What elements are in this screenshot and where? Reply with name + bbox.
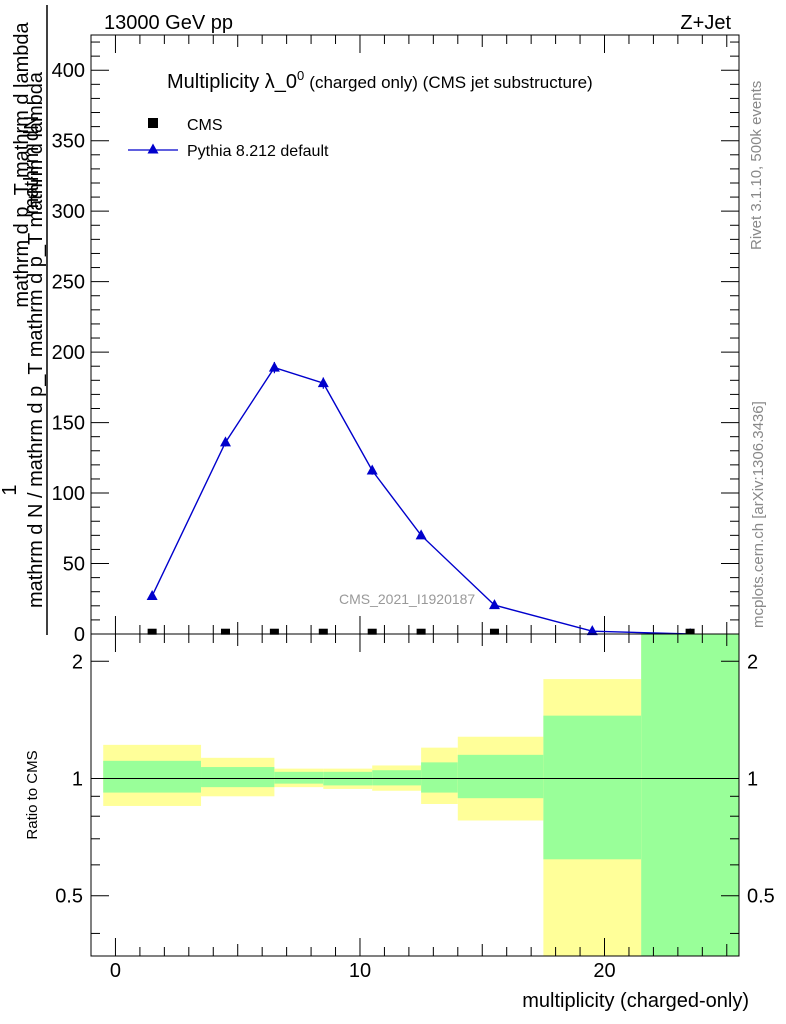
legend-pythia-label: Pythia 8.212 default xyxy=(187,143,329,160)
ratio-y-axis: 0.5 0.5 1 1 2 2 xyxy=(55,651,775,934)
ratio-band-inner xyxy=(201,767,275,788)
ratio-ytick-label: 2 xyxy=(72,651,83,673)
legend-pythia-marker xyxy=(147,143,159,154)
main-ytick-label: 100 xyxy=(52,483,85,505)
cms-point xyxy=(269,628,279,635)
ratio-band-inner xyxy=(103,760,202,793)
ratio-ytick-label: 0.5 xyxy=(55,886,83,908)
pythia-point xyxy=(146,589,158,600)
rivet-label: Rivet 3.1.10, 500k events xyxy=(748,81,765,250)
main-x-ticks xyxy=(90,35,728,634)
ratio-panel-frame xyxy=(90,633,740,957)
main-title: Multiplicity λ_00 (charged only) (CMS jet… xyxy=(167,68,593,93)
ratio-xtick-label: 0 xyxy=(110,960,121,982)
ratio-ytick-label-right: 2 xyxy=(747,651,758,673)
watermark: CMS_2021_I1920187 xyxy=(339,591,475,607)
ratio-ytick-label-right: 1 xyxy=(747,768,758,790)
ratio-band-inner xyxy=(641,634,739,956)
main-ytick-label: 350 xyxy=(52,131,85,153)
ylabel-prefix-numerator: 1 xyxy=(0,484,21,495)
cms-series xyxy=(147,628,695,635)
pythia-point xyxy=(488,599,500,610)
ratio-band-inner xyxy=(457,754,544,799)
process-label: Z+Jet xyxy=(680,12,731,34)
main-y-label: mathrm dN mathrm d p_T mathrm d lambda xyxy=(11,5,48,635)
ratio-bands xyxy=(103,634,739,956)
mcplots-label: mcplots.cern.ch [arXiv:1306.3436] xyxy=(750,401,767,628)
main-y-axis: 0 50 100 150 200 250 300 350 400 xyxy=(52,41,739,646)
pythia-point xyxy=(317,377,329,388)
main-y-prefix: 1 mathrm d N / mathrm d p_T mathrm d p_T… xyxy=(0,71,47,608)
title-suffix: (charged only) (CMS jet substructure) xyxy=(309,73,592,92)
ylabel-denominator: mathrm d p_T mathrm d lambda xyxy=(11,21,33,307)
ratio-ytick-label-right: 0.5 xyxy=(747,886,775,908)
main-ytick-label: 0 xyxy=(74,624,85,646)
pythia-series xyxy=(146,361,696,638)
cms-point xyxy=(685,628,695,635)
title-main: Multiplicity λ_0 xyxy=(167,71,297,93)
ratio-y-label: Ratio to CMS xyxy=(24,750,41,839)
cms-point xyxy=(318,628,328,635)
pythia-point xyxy=(219,436,231,447)
ratio-xtick-label: 10 xyxy=(349,960,371,982)
cms-point xyxy=(220,628,230,635)
ratio-band-inner xyxy=(372,770,422,786)
ratio-band-inner xyxy=(274,771,324,784)
title-superscript: 0 xyxy=(297,68,304,83)
ratio-band-inner xyxy=(421,762,458,793)
main-ytick-label: 250 xyxy=(52,272,85,294)
main-ytick-label: 150 xyxy=(52,413,85,435)
pythia-point xyxy=(366,464,378,475)
cms-point xyxy=(416,628,426,635)
pythia-point xyxy=(268,361,280,372)
ylabel-prefix-denominator: mathrm d N / mathrm d p_T mathrm d p_T m… xyxy=(25,71,47,608)
cms-point xyxy=(147,628,157,635)
main-ytick-label: 50 xyxy=(63,554,85,576)
pythia-point xyxy=(415,529,427,540)
ratio-ytick-label: 1 xyxy=(72,768,83,790)
main-ytick-label: 400 xyxy=(52,60,85,82)
legend-cms-label: CMS xyxy=(187,117,223,134)
main-ytick-label: 200 xyxy=(52,342,85,364)
x-axis-label: multiplicity (charged-only) xyxy=(522,990,749,1012)
ratio-xtick-label: 20 xyxy=(593,960,615,982)
main-ytick-label: 300 xyxy=(52,201,85,223)
cms-point xyxy=(367,628,377,635)
energy-label: 13000 GeV pp xyxy=(104,12,233,34)
ratio-band-inner xyxy=(543,715,642,860)
ylabel-numerator: mathrm dN xyxy=(21,116,43,215)
legend: CMS Pythia 8.212 default xyxy=(128,117,329,160)
cms-point xyxy=(489,628,499,635)
legend-cms-marker xyxy=(148,118,158,128)
pythia-point xyxy=(586,625,598,636)
ratio-x-axis: 0 10 20 xyxy=(90,634,728,982)
